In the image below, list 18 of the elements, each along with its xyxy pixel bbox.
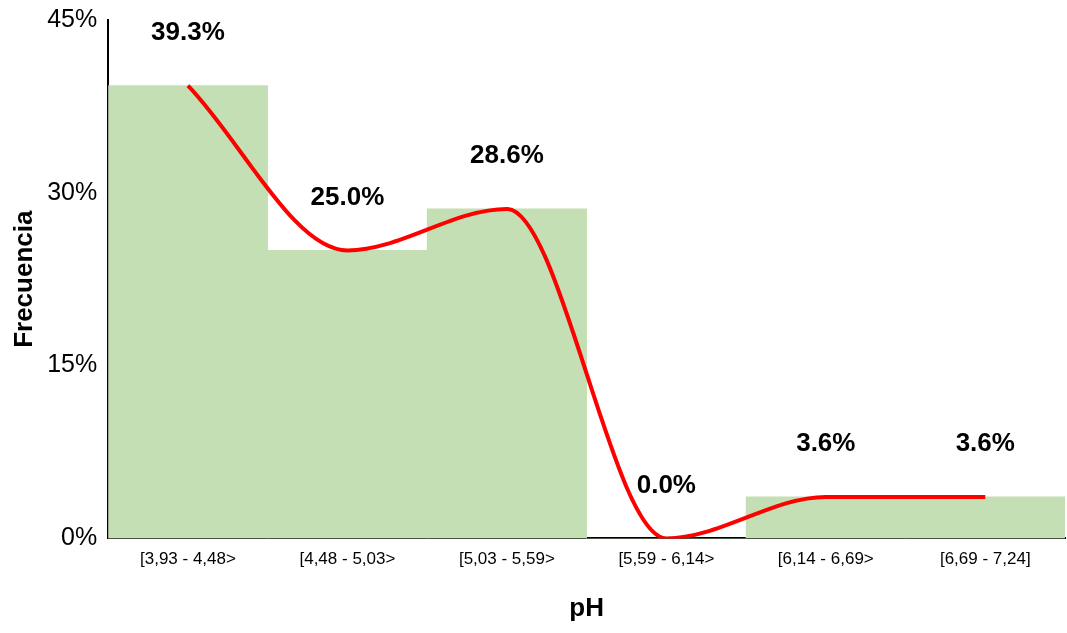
- data-label: 0.0%: [636, 468, 696, 499]
- x-tick-label: [6,14 - 6,69>: [777, 549, 874, 569]
- x-tick-label: [5,03 - 5,59>: [458, 549, 555, 569]
- data-label: 3.6%: [796, 427, 856, 458]
- y-tick-label: 30%: [47, 176, 98, 205]
- x-tick-label: [6,69 - 7,24]: [939, 549, 1031, 569]
- y-tick-label: 15%: [47, 349, 98, 378]
- data-label: 25.0%: [310, 180, 385, 211]
- y-tick-label: 0%: [61, 522, 98, 551]
- y-tick-label: 45%: [47, 3, 98, 32]
- data-label: 28.6%: [470, 139, 544, 170]
- data-label: 3.6%: [955, 427, 1015, 458]
- x-tick-label: [3,93 - 4,48>: [140, 549, 236, 569]
- data-label: 39.3%: [151, 15, 225, 46]
- x-axis-title: pH: [569, 591, 604, 622]
- x-tick-label: [5,59 - 6,14>: [618, 549, 715, 569]
- y-axis-title: Frecuencia: [7, 210, 38, 348]
- x-tick-label: [4,48 - 5,03>: [299, 549, 396, 569]
